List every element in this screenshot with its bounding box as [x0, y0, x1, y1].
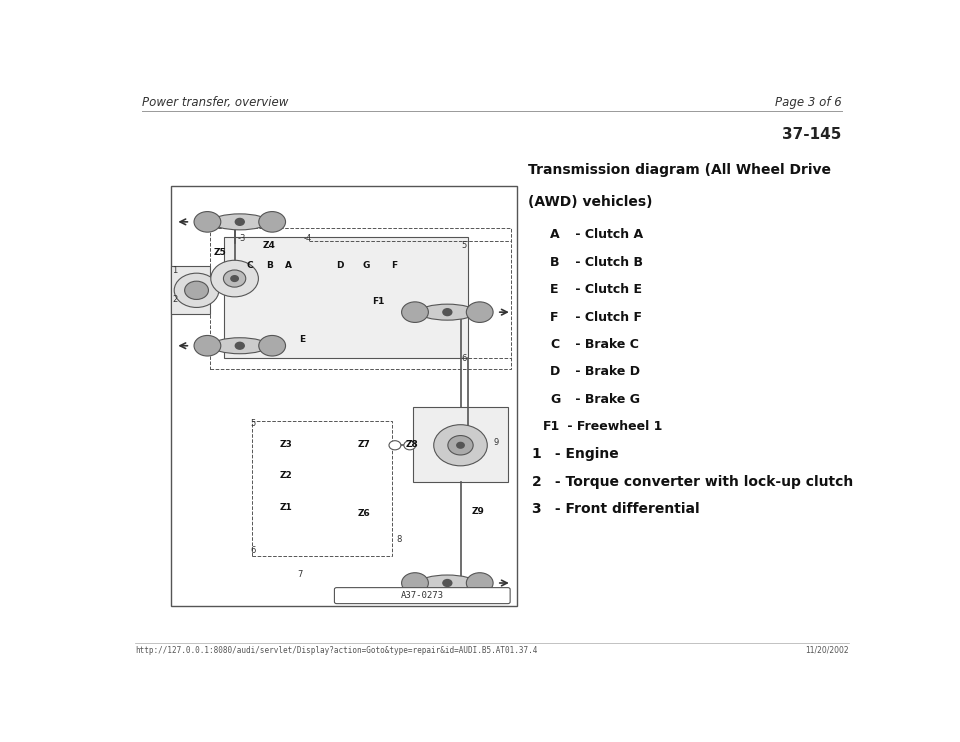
Text: -4: -4	[303, 234, 312, 243]
Text: B: B	[266, 261, 273, 270]
Circle shape	[174, 273, 219, 307]
Text: B: B	[550, 256, 560, 269]
Circle shape	[184, 281, 208, 300]
Circle shape	[434, 424, 488, 466]
Text: D: D	[336, 261, 344, 270]
Text: Z5: Z5	[214, 248, 227, 257]
Text: Z1: Z1	[279, 503, 292, 512]
Text: (AWD) vehicles): (AWD) vehicles)	[528, 194, 652, 209]
Text: F1: F1	[542, 420, 560, 433]
Ellipse shape	[212, 214, 268, 230]
Text: C: C	[550, 338, 559, 351]
Text: G: G	[550, 393, 561, 406]
Text: 9: 9	[493, 438, 498, 447]
Ellipse shape	[212, 338, 268, 354]
Text: Z3: Z3	[279, 440, 292, 449]
Circle shape	[194, 335, 221, 356]
Bar	[252, 421, 392, 556]
Bar	[413, 407, 508, 482]
Bar	[171, 266, 210, 315]
Text: - Torque converter with lock-up clutch: - Torque converter with lock-up clutch	[550, 475, 853, 488]
Circle shape	[230, 276, 238, 281]
Text: Z7: Z7	[357, 440, 371, 449]
Text: - Clutch E: - Clutch E	[571, 283, 642, 296]
Circle shape	[401, 573, 428, 594]
Text: F: F	[550, 310, 559, 324]
Text: E: E	[550, 283, 559, 296]
FancyBboxPatch shape	[334, 588, 510, 604]
Text: 3: 3	[532, 502, 541, 516]
Text: Page 3 of 6: Page 3 of 6	[775, 96, 842, 108]
Text: A: A	[550, 229, 560, 241]
Circle shape	[448, 436, 473, 455]
Circle shape	[467, 302, 493, 323]
Text: A37-0273: A37-0273	[400, 591, 444, 600]
Text: 7: 7	[298, 570, 303, 579]
Circle shape	[224, 270, 246, 287]
Text: 6: 6	[461, 354, 467, 363]
Circle shape	[194, 211, 221, 232]
Text: Z9: Z9	[471, 507, 485, 516]
Text: -3: -3	[237, 234, 246, 243]
Text: 1: 1	[532, 447, 541, 461]
Circle shape	[211, 260, 258, 297]
Text: - Front differential: - Front differential	[550, 502, 700, 516]
Text: - Clutch F: - Clutch F	[571, 310, 642, 324]
Bar	[210, 228, 512, 369]
Text: Z4: Z4	[262, 241, 276, 250]
Circle shape	[259, 335, 285, 356]
Text: - Engine: - Engine	[550, 447, 619, 461]
Circle shape	[467, 573, 493, 594]
Text: D: D	[550, 365, 561, 378]
Ellipse shape	[420, 304, 475, 320]
Circle shape	[235, 342, 244, 349]
Text: 11/20/2002: 11/20/2002	[805, 646, 849, 654]
Circle shape	[401, 302, 428, 323]
Text: http://127.0.0.1:8080/audi/servlet/Display?action=Goto&type=repair&id=AUDI.B5.AT: http://127.0.0.1:8080/audi/servlet/Displ…	[134, 646, 538, 654]
Text: F1: F1	[372, 297, 384, 306]
Text: - Freewheel 1: - Freewheel 1	[564, 420, 662, 433]
Text: Z6: Z6	[357, 509, 371, 518]
Text: 2: 2	[532, 475, 541, 488]
Text: - Brake D: - Brake D	[571, 365, 640, 378]
Text: Z8: Z8	[406, 440, 419, 449]
Text: C: C	[247, 261, 253, 270]
Bar	[225, 237, 468, 358]
Ellipse shape	[420, 575, 475, 591]
Text: Power transfer, overview: Power transfer, overview	[142, 96, 289, 108]
Text: 37-145: 37-145	[782, 127, 842, 142]
Text: Z2: Z2	[279, 471, 292, 480]
Text: A: A	[285, 261, 292, 270]
Text: - Clutch B: - Clutch B	[571, 256, 643, 269]
Text: - Brake C: - Brake C	[571, 338, 638, 351]
Circle shape	[389, 441, 401, 450]
Circle shape	[443, 309, 452, 315]
Circle shape	[404, 441, 416, 450]
Text: F: F	[391, 261, 396, 270]
Text: - Clutch A: - Clutch A	[571, 229, 643, 241]
Text: Transmission diagram (All Wheel Drive: Transmission diagram (All Wheel Drive	[528, 163, 830, 177]
Circle shape	[443, 580, 452, 586]
Text: 5: 5	[251, 419, 255, 428]
Text: 2: 2	[173, 295, 178, 304]
Bar	[171, 186, 516, 606]
Text: G: G	[362, 261, 370, 270]
Text: 5: 5	[461, 241, 467, 250]
Circle shape	[235, 218, 244, 226]
Text: - Brake G: - Brake G	[571, 393, 640, 406]
Circle shape	[259, 211, 285, 232]
Text: 6: 6	[251, 546, 255, 555]
Circle shape	[457, 442, 465, 448]
Text: 1: 1	[173, 266, 178, 275]
Text: E: E	[299, 335, 305, 344]
Text: 8: 8	[396, 535, 401, 544]
